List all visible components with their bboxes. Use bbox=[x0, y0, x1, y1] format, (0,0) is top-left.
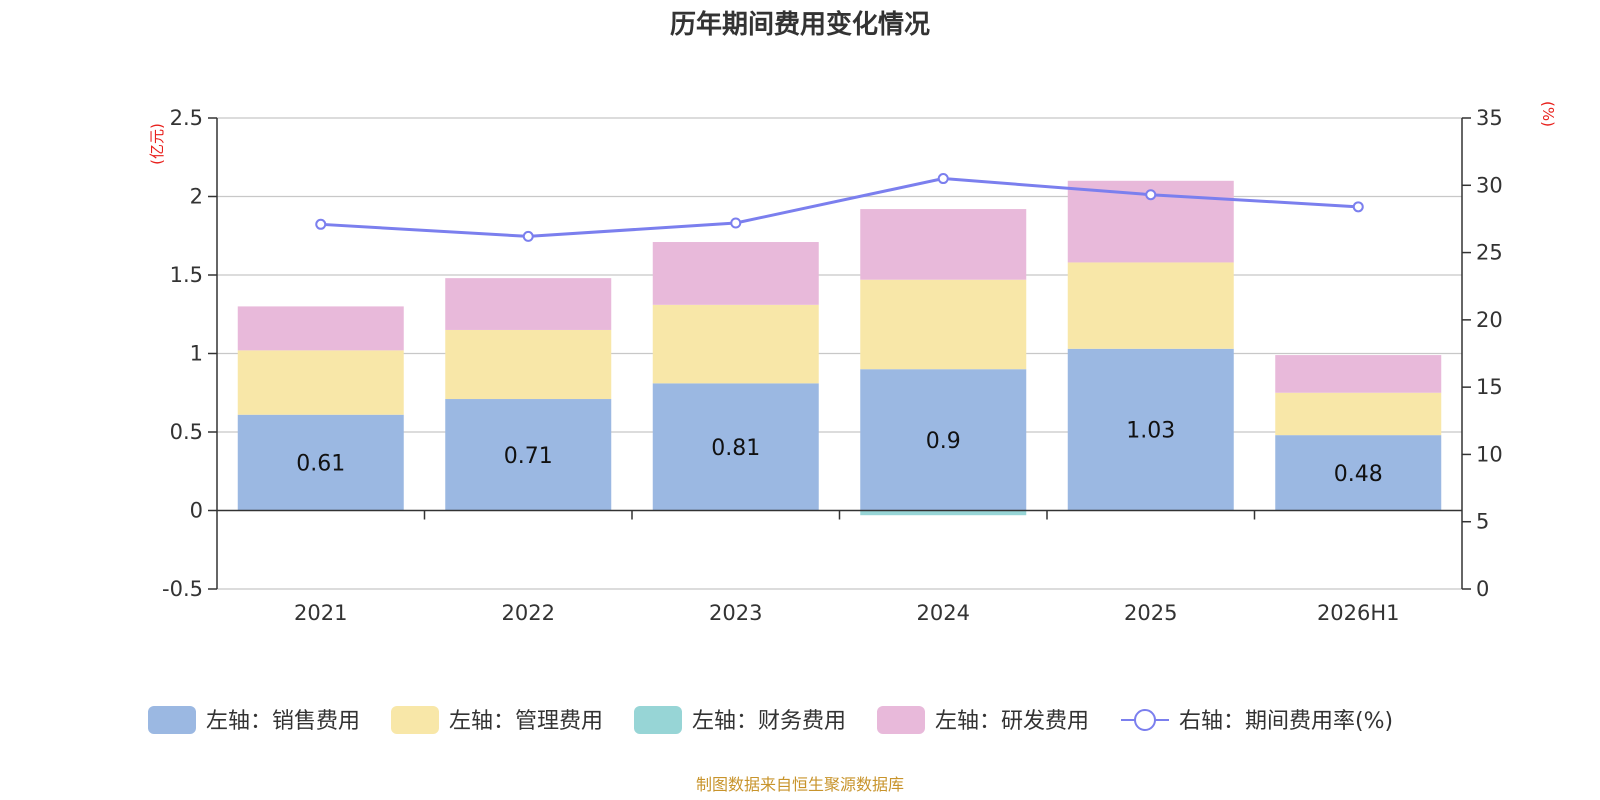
bar-segment bbox=[1275, 355, 1442, 393]
rate-line-point bbox=[315, 218, 327, 230]
rate-line-point bbox=[1145, 189, 1157, 201]
left-tick-label: -0.5 bbox=[162, 577, 203, 601]
left-tick-label: 1 bbox=[190, 342, 203, 366]
right-tick-label: 5 bbox=[1476, 510, 1489, 534]
bar-segment bbox=[652, 242, 819, 305]
bar-segment bbox=[1067, 262, 1234, 349]
rate-line-point bbox=[522, 230, 534, 242]
left-tick-label: 2 bbox=[190, 185, 203, 209]
right-tick-label: 25 bbox=[1476, 241, 1503, 265]
right-tick-label: 30 bbox=[1476, 173, 1503, 197]
left-tick-label: 0.5 bbox=[170, 420, 203, 444]
category-label: 2024 bbox=[917, 601, 970, 625]
left-tick-label: 1.5 bbox=[170, 263, 203, 287]
bar-segment bbox=[237, 414, 404, 511]
legend-swatch bbox=[634, 706, 682, 734]
category-label: 2025 bbox=[1124, 601, 1177, 625]
bar-segment bbox=[237, 350, 404, 415]
axes: -0.500.511.522.505101520253035(亿元)(%)202… bbox=[148, 101, 1557, 625]
source-note: 制图数据来自恒生聚源数据库 bbox=[696, 775, 904, 794]
right-tick-label: 15 bbox=[1476, 375, 1503, 399]
legend-swatch bbox=[391, 706, 439, 734]
rate-line-point bbox=[937, 173, 949, 185]
legend-label: 右轴：期间费用率(%) bbox=[1179, 709, 1393, 734]
category-label: 2022 bbox=[502, 601, 555, 625]
bar-value-label: 1.03 bbox=[1126, 419, 1175, 444]
bar-segment bbox=[445, 399, 612, 511]
data-labels: 0.61 0.71 0.81 0.9 1.03 0.48 bbox=[296, 419, 1382, 487]
left-axis-unit: (亿元) bbox=[148, 123, 166, 165]
bar-value-label: 0.9 bbox=[926, 429, 961, 454]
rate-line-path bbox=[320, 177, 1359, 238]
legend-marker bbox=[1134, 709, 1156, 731]
bar-value-label: 0.61 bbox=[296, 452, 345, 477]
bar-segment bbox=[445, 278, 612, 330]
right-tick-label: 0 bbox=[1476, 577, 1489, 601]
bars bbox=[237, 180, 1442, 516]
rate-line-point bbox=[1352, 201, 1364, 213]
right-tick-label: 20 bbox=[1476, 308, 1503, 332]
bar-segment bbox=[445, 329, 612, 400]
right-tick-label: 10 bbox=[1476, 442, 1503, 466]
left-tick-label: 2.5 bbox=[170, 106, 203, 130]
legend-label: 左轴：财务费用 bbox=[692, 709, 846, 734]
bar-segment bbox=[860, 209, 1027, 280]
rate-line-point bbox=[730, 217, 742, 229]
bar-segment bbox=[860, 510, 1027, 516]
bar-segment bbox=[860, 279, 1027, 370]
bar-segment bbox=[1067, 348, 1234, 511]
bar-segment bbox=[652, 383, 819, 511]
legend-swatch bbox=[877, 706, 925, 734]
right-axis-unit: (%) bbox=[1539, 101, 1557, 127]
legend-label: 左轴：销售费用 bbox=[206, 709, 360, 734]
legend-swatch bbox=[148, 706, 196, 734]
legend-label: 左轴：研发费用 bbox=[935, 709, 1089, 734]
chart-title: 历年期间费用变化情况 bbox=[670, 9, 930, 40]
category-label: 2026H1 bbox=[1317, 601, 1400, 625]
bar-segment bbox=[652, 304, 819, 384]
category-label: 2021 bbox=[294, 601, 347, 625]
bar-segment bbox=[860, 369, 1027, 511]
legend-label: 左轴：管理费用 bbox=[449, 709, 603, 734]
category-label: 2023 bbox=[709, 601, 762, 625]
right-tick-label: 35 bbox=[1476, 106, 1503, 130]
bar-value-label: 0.81 bbox=[711, 436, 760, 461]
bar-segment bbox=[1275, 435, 1442, 511]
rate-line bbox=[315, 173, 1364, 242]
bar-segment bbox=[237, 306, 404, 351]
bar-value-label: 0.71 bbox=[504, 444, 553, 469]
left-tick-label: 0 bbox=[190, 499, 203, 523]
legend: 左轴：销售费用 左轴：管理费用 左轴：财务费用 左轴：研发费用 右轴：期间费用率(%) bbox=[148, 706, 1393, 734]
bar-segment bbox=[1275, 392, 1442, 436]
grid bbox=[217, 117, 1462, 590]
bar-value-label: 0.48 bbox=[1334, 462, 1383, 487]
